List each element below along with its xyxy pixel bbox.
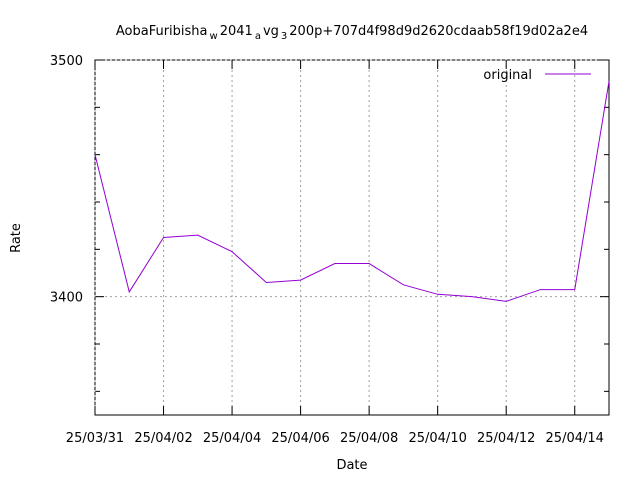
y-tick-label: 3400 [50, 291, 83, 306]
x-tick-label: 25/03/31 [66, 431, 124, 446]
x-tick-label: 25/04/12 [477, 431, 535, 446]
chart-title: AobaFuribisha w 2041 a vg 3 200p+707d4f98d9d26… [116, 24, 588, 42]
x-tick-label: 25/04/10 [408, 431, 466, 446]
title-part: 200p+707d4f98d9d2620cdaab58f19d02a2e4 [289, 24, 588, 39]
title-part: 2041 [220, 24, 253, 39]
title-part: vg [263, 24, 279, 39]
x-tick-label: 25/04/14 [546, 431, 604, 446]
legend-label: original [483, 68, 532, 83]
x-tick-label: 25/04/02 [134, 431, 192, 446]
plot-frame [94, 59, 610, 416]
y-tick-label: 3500 [50, 54, 83, 69]
title-part: w [210, 31, 218, 42]
y-axis-label: Rate [9, 223, 24, 253]
series-line [94, 81, 610, 302]
x-tick-label: 25/04/04 [203, 431, 261, 446]
title-part: AobaFuribisha [116, 24, 208, 39]
title-part: a [255, 31, 261, 42]
x-axis-label: Date [336, 458, 367, 473]
x-tick-label: 25/04/06 [271, 431, 329, 446]
title-part: 3 [281, 31, 287, 42]
x-tick-label: 25/04/08 [340, 431, 398, 446]
